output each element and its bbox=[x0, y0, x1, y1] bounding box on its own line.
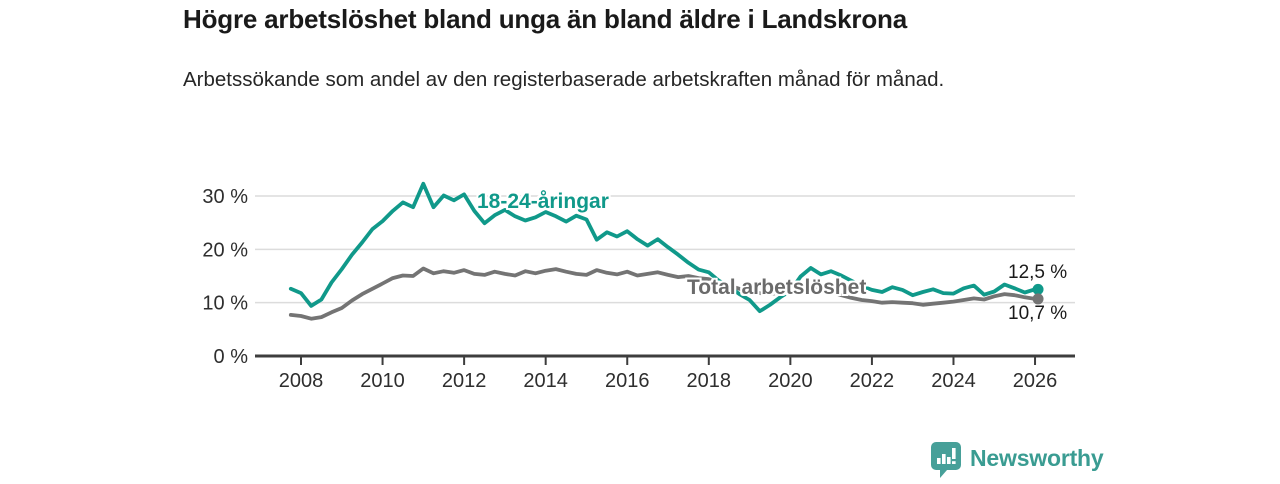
x-tick-label: 2022 bbox=[850, 370, 895, 392]
newsworthy-brand-link[interactable]: Newsworthy bbox=[930, 441, 1104, 479]
x-tick-label: 2024 bbox=[931, 370, 976, 392]
newsworthy-logo-icon bbox=[930, 441, 962, 484]
y-tick-label: 20 % bbox=[202, 239, 248, 261]
end-dot bbox=[1032, 293, 1044, 305]
y-tick-label: 30 % bbox=[202, 186, 248, 208]
x-tick-label: 2026 bbox=[1013, 370, 1058, 392]
series-label-youth: 18-24-åringar bbox=[477, 190, 609, 213]
chart-line-youth bbox=[288, 181, 1037, 314]
end-dot bbox=[1032, 283, 1044, 295]
x-tick-label: 2020 bbox=[768, 370, 813, 392]
x-tick-label: 2010 bbox=[360, 370, 405, 392]
x-tick-label: 2012 bbox=[442, 370, 487, 392]
x-tick-label: 2016 bbox=[605, 370, 650, 392]
x-tick-label: 2014 bbox=[523, 370, 568, 392]
y-tick-label: 10 % bbox=[202, 293, 248, 315]
end-value-label-total: 10,7 % bbox=[1008, 303, 1068, 324]
chart-line-total bbox=[288, 266, 1037, 321]
chart-subtitle: Arbetssökande som andel av den registerb… bbox=[183, 68, 945, 91]
x-tick-label: 2018 bbox=[687, 370, 732, 392]
logo-bubble-shape bbox=[931, 442, 961, 478]
y-tick-label: 0 % bbox=[214, 346, 249, 368]
x-tick-label: 2008 bbox=[279, 370, 324, 392]
end-value-label-youth: 12,5 % bbox=[1008, 262, 1068, 283]
series-label-total: Total arbetslöshet bbox=[687, 276, 867, 299]
page-title: Högre arbetslöshet bland unga än bland ä… bbox=[183, 4, 907, 34]
brand-name: Newsworthy bbox=[970, 445, 1104, 471]
